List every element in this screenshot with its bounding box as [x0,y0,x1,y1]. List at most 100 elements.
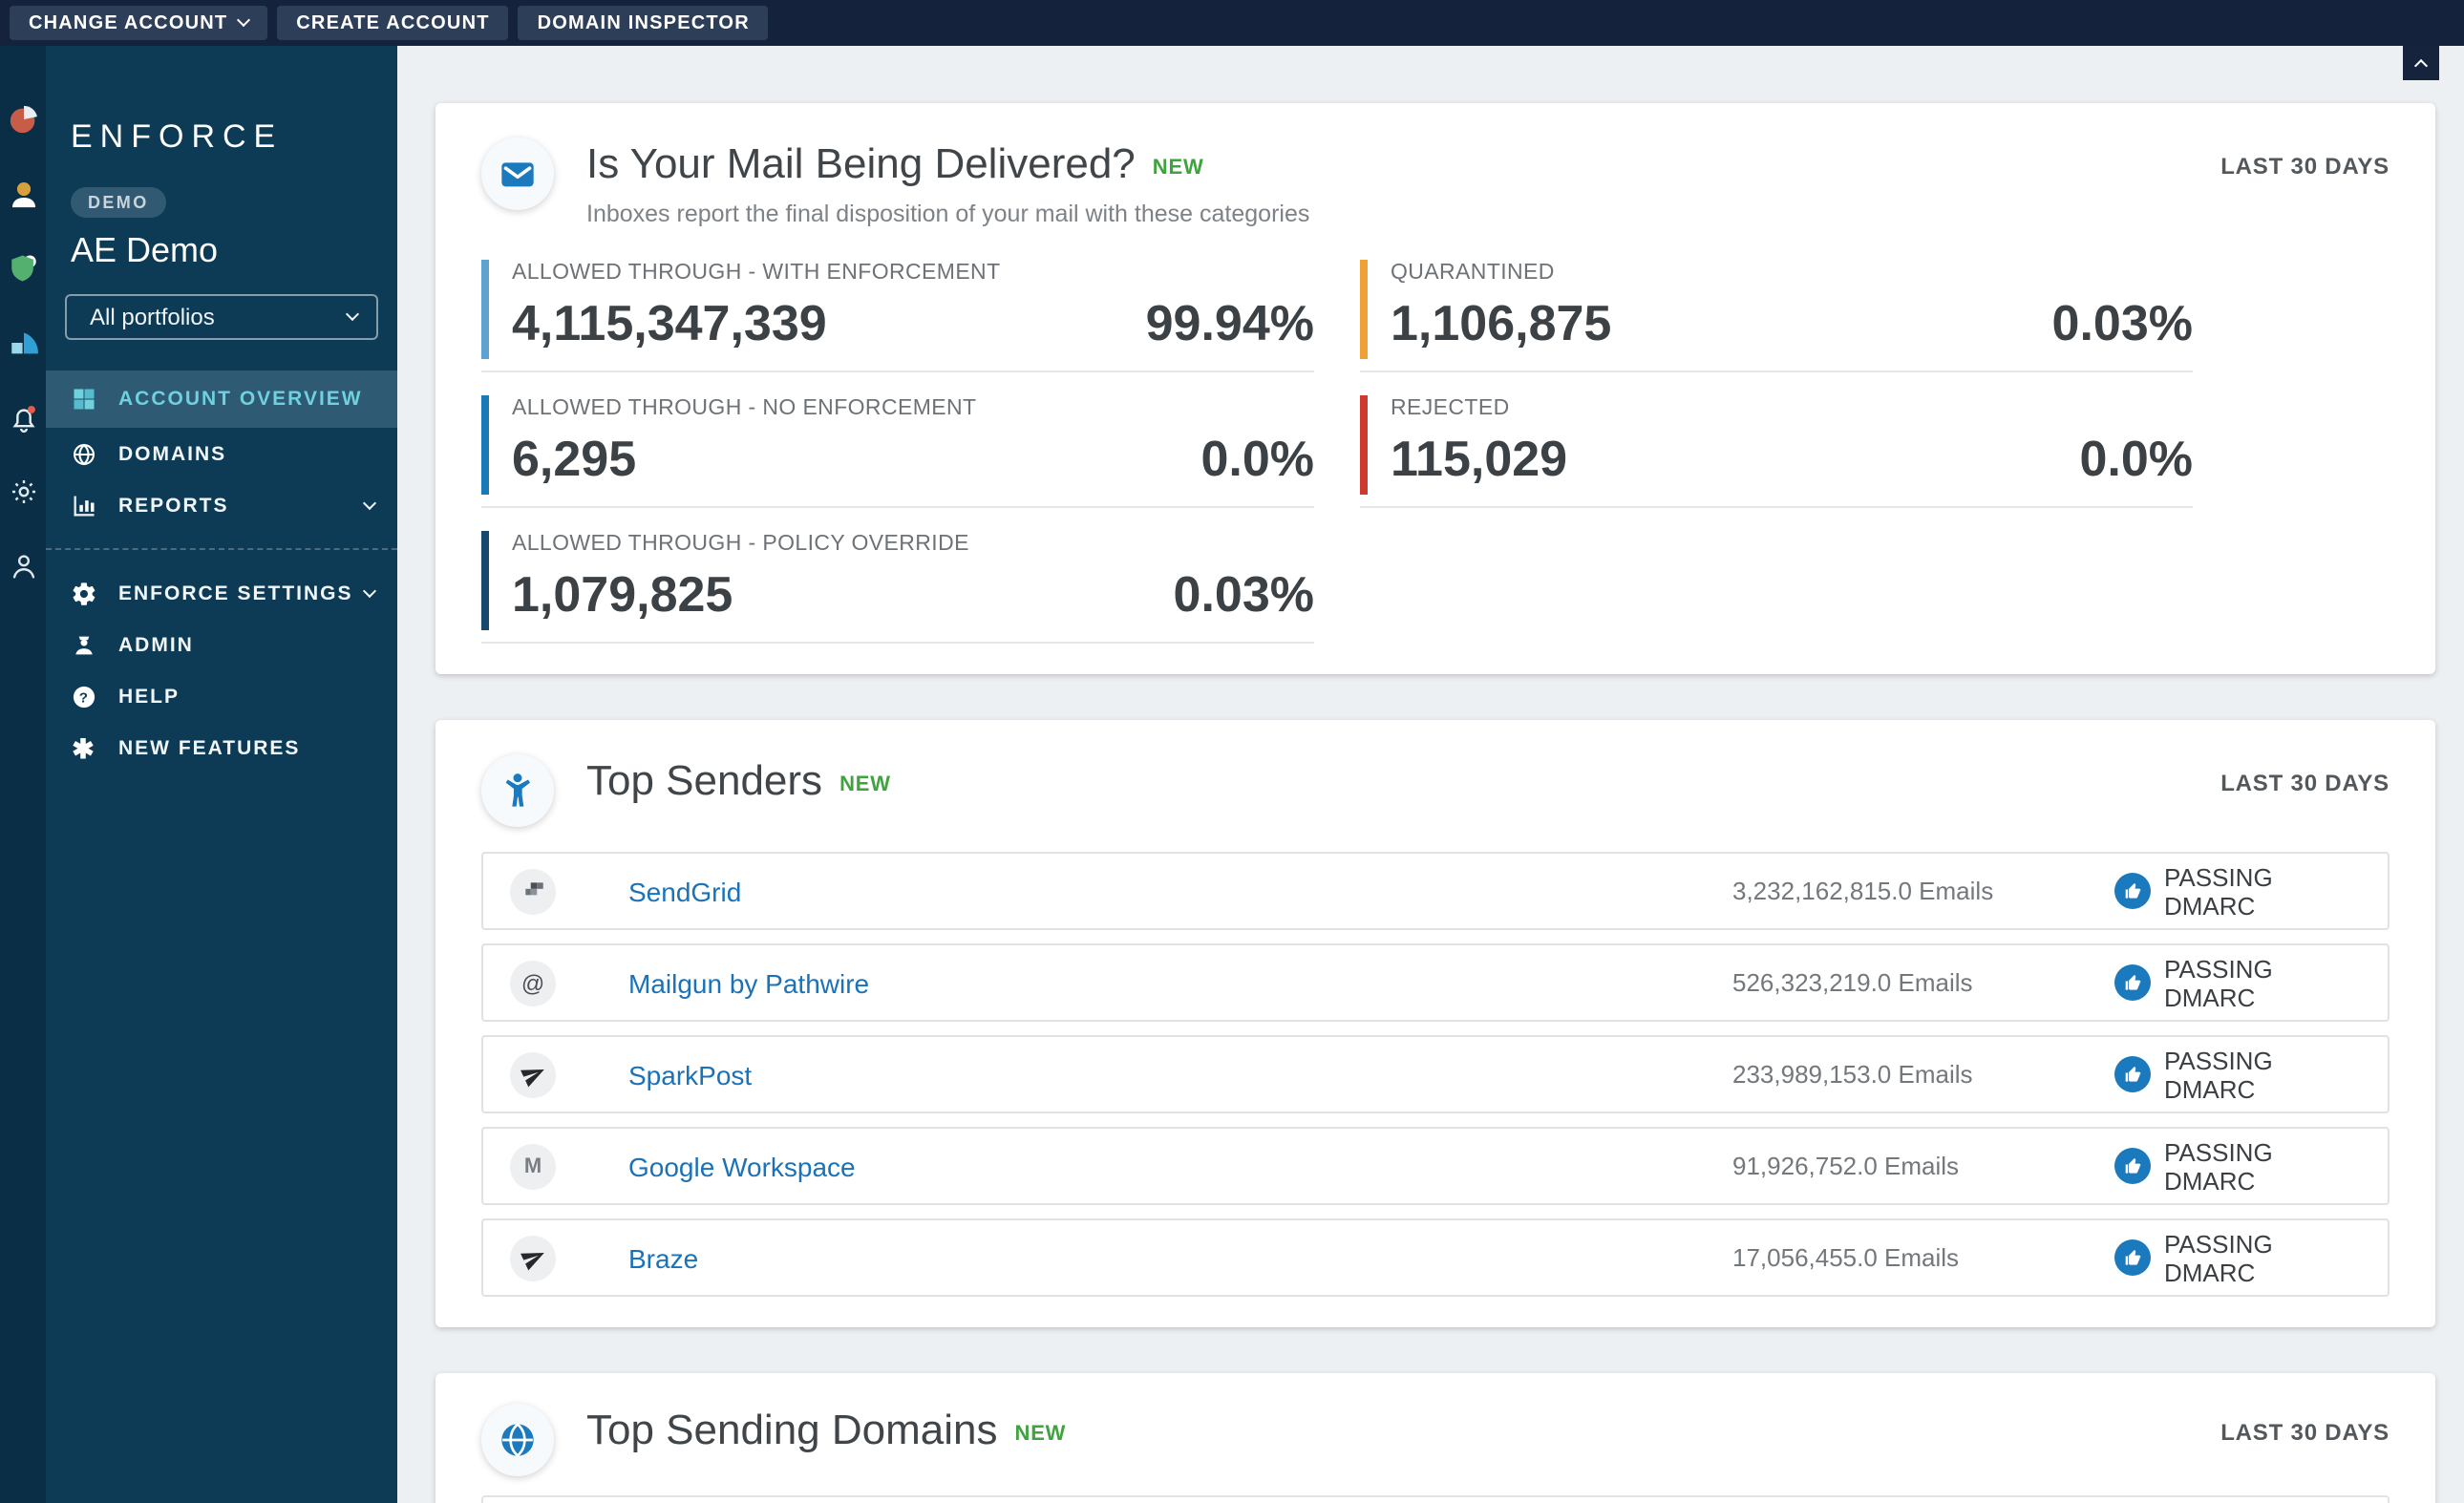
asterisk-icon: ✱ [72,732,96,763]
chevron-down-icon [362,582,377,598]
domain-inspector-button[interactable]: DOMAIN INSPECTOR [518,6,769,40]
stat-value: 1,106,875 [1391,294,1612,351]
email-count: 526,323,219.0 Emails [1732,968,1973,997]
delivery-card-title: Is Your Mail Being Delivered? [586,139,1136,187]
dmarc-status-label: PASSING DMARC [2164,862,2273,920]
sender-link[interactable]: Mailgun by Pathwire [628,967,870,998]
mailgun-at-logo-icon: @ [510,960,556,1006]
enforce-logo: ENFORCE [71,118,284,155]
sidebar-item-account-overview[interactable]: ACCOUNT OVERVIEW [46,370,397,428]
chevron-up-icon [2413,58,2429,74]
top-bar: CHANGE ACCOUNT CREATE ACCOUNT DOMAIN INS… [0,0,2464,46]
sender-link[interactable]: SendGrid [628,876,742,906]
sender-link[interactable]: Braze [628,1242,699,1273]
menu-divider [46,548,397,550]
sender-row: M Google Workspace 91,926,752.0 Emails P… [481,1127,2390,1205]
dmarc-status: PASSING DMARC [2114,1046,2361,1103]
enforce-fin-icon[interactable] [7,327,39,359]
sender-row: @ Mailgun by Pathwire 526,323,219.0 Emai… [481,943,2390,1022]
stat-percent: 0.03% [1173,565,1314,623]
sender-link[interactable]: Google Workspace [628,1151,856,1181]
stat-value: 4,115,347,339 [512,294,827,351]
chevron-down-icon [362,495,377,510]
sidebar-item-new-features[interactable]: ✱ NEW FEATURES [46,722,397,773]
create-account-button[interactable]: CREATE ACCOUNT [277,6,509,40]
thumbs-up-icon [2114,1239,2151,1276]
email-count: 3,232,162,815.0 Emails [1732,877,1994,905]
date-range-label: LAST 30 DAYS [2220,153,2390,180]
dmarc-status-label: PASSING DMARC [2164,1046,2273,1103]
stat-rejected: REJECTED 115,029 0.0% [1360,393,2193,508]
thumbs-up-icon [2114,873,2151,909]
notifications-bell-icon[interactable] [7,401,39,434]
envelope-icon [481,138,554,210]
gear-icon [71,580,97,606]
stat-percent: 0.0% [1200,430,1314,487]
create-account-label: CREATE ACCOUNT [296,12,490,33]
sidebar-item-help[interactable]: ? HELP [46,670,397,722]
chevron-down-icon [237,12,251,28]
dmarc-status: PASSING DMARC [2114,862,2361,920]
stat-quarantined: QUARANTINED 1,106,875 0.03% [1360,258,2193,372]
sidebar-item-label: ADMIN [118,633,194,656]
top-sending-domains-card: Top Sending Domains NEW LAST 30 DAYS tec… [435,1373,2435,1503]
change-account-button[interactable]: CHANGE ACCOUNT [10,6,268,40]
stat-percent: 99.94% [1145,294,1314,351]
portfolio-select-value: All portfolios [90,304,215,330]
profile-person-icon[interactable] [7,550,39,582]
sidebar-item-label: NEW FEATURES [118,736,301,759]
stat-percent: 0.03% [2051,294,2193,351]
stat-percent: 0.0% [2079,430,2193,487]
email-count: 233,989,153.0 Emails [1732,1060,1973,1089]
email-count: 17,056,455.0 Emails [1732,1243,1960,1272]
paper-plane-logo-icon [510,1051,556,1097]
sender-row: SparkPost 233,989,153.0 Emails PASSING D… [481,1035,2390,1113]
new-badge: NEW [1152,156,1204,179]
monitor-logo-icon[interactable] [7,103,39,136]
dmarc-status-label: PASSING DMARC [2164,1137,2273,1195]
defend-shield-icon[interactable] [7,252,39,285]
sidebar-item-label: ENFORCE SETTINGS [118,582,353,604]
amplify-person-icon[interactable] [7,178,39,210]
change-account-label: CHANGE ACCOUNT [29,12,228,33]
stat-allowed-with-enforcement: ALLOWED THROUGH - WITH ENFORCEMENT 4,115… [481,258,1314,372]
sidebar-item-domains[interactable]: DOMAINS [46,428,397,479]
thumbs-up-icon [2114,1056,2151,1092]
dmarc-status-label: PASSING DMARC [2164,1229,2273,1286]
person-arms-up-icon [481,754,554,827]
stat-label: QUARANTINED [1391,262,1555,285]
portfolio-select[interactable]: All portfolios [65,294,378,340]
domain-inspector-label: DOMAIN INSPECTOR [537,12,750,33]
sender-link[interactable]: SparkPost [628,1059,753,1090]
sidebar-item-reports[interactable]: REPORTS [46,479,397,531]
stat-accent-bar [1360,260,1368,359]
top-domains-title: Top Sending Domains [586,1406,998,1453]
help-icon: ? [71,683,97,709]
stat-allowed-no-enforcement: ALLOWED THROUGH - NO ENFORCEMENT 6,295 0.… [481,393,1314,508]
sidebar-item-admin[interactable]: ADMIN [46,619,397,670]
sidebar-item-enforce-settings[interactable]: ENFORCE SETTINGS [46,567,397,619]
settings-gear-icon[interactable] [7,476,39,508]
demo-badge: DEMO [71,187,166,218]
stat-value: 6,295 [512,430,637,487]
sidebar-item-label: DOMAINS [118,442,227,465]
scroll-top-button[interactable] [2403,46,2439,80]
delivery-card-subtitle: Inboxes report the final disposition of … [586,201,1310,227]
sidebar-item-label: REPORTS [118,494,229,517]
stat-label: ALLOWED THROUGH - WITH ENFORCEMENT [512,262,1001,285]
sender-row: SendGrid 3,232,162,815.0 Emails PASSING … [481,852,2390,930]
dmarc-status: PASSING DMARC [2114,1229,2361,1286]
stat-value: 115,029 [1391,430,1568,487]
top-domains-list: techco.example 3,538,237,031.0 Emails PA… [481,1495,2390,1503]
stat-value: 1,079,825 [512,565,733,623]
stat-allowed-policy-override: ALLOWED THROUGH - POLICY OVERRIDE 1,079,… [481,529,1314,644]
stat-accent-bar [481,395,489,495]
date-range-label: LAST 30 DAYS [2220,1419,2390,1446]
sidebar: ENFORCE DEMO AE Demo All portfolios ACCO… [46,46,397,1503]
sidebar-item-label: ACCOUNT OVERVIEW [118,388,363,411]
bar-chart-icon [71,492,97,519]
paper-plane-logo-icon [510,1235,556,1281]
dmarc-status-label: PASSING DMARC [2164,954,2273,1011]
sidebar-item-label: HELP [118,685,181,708]
delivery-card: Is Your Mail Being Delivered? NEW Inboxe… [435,103,2435,674]
